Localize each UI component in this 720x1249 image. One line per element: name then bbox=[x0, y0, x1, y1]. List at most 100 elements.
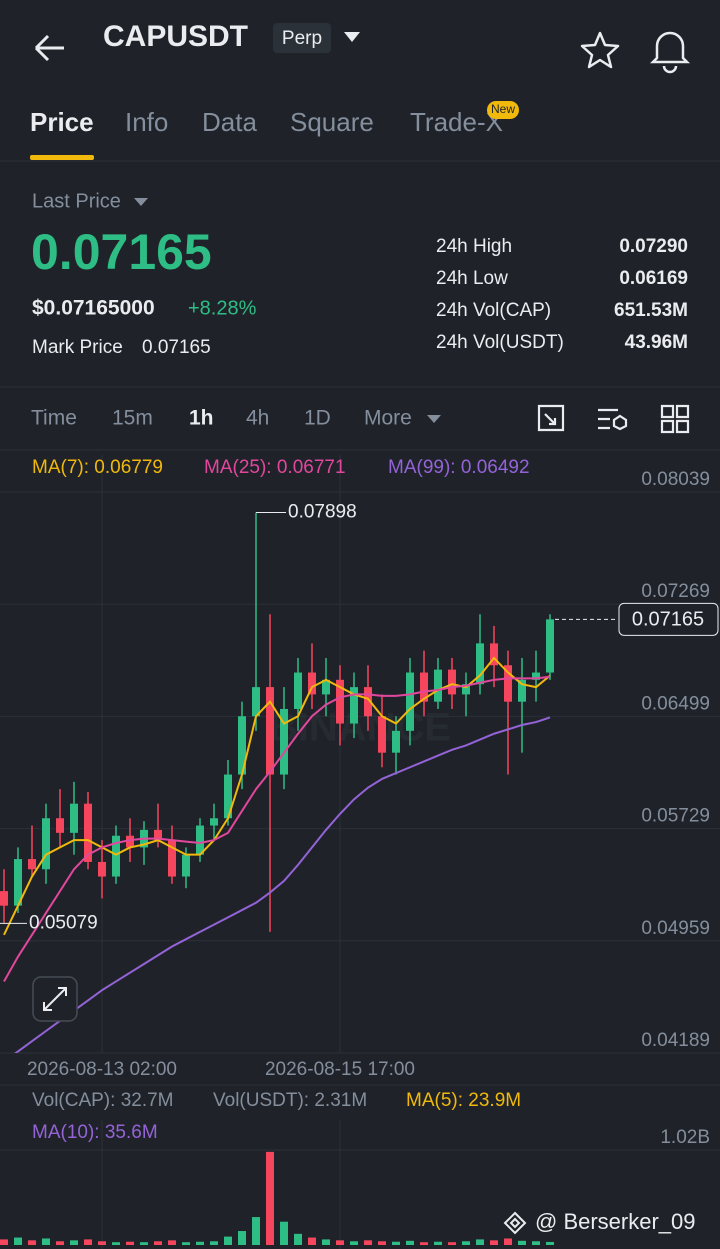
tab[interactable]: Square bbox=[290, 107, 374, 137]
volume-bar bbox=[336, 1240, 344, 1245]
volume-bar bbox=[154, 1241, 162, 1245]
candle-body bbox=[196, 825, 204, 855]
interval[interactable]: More bbox=[364, 407, 412, 430]
interval[interactable]: 15m bbox=[112, 407, 153, 430]
volume-bar bbox=[196, 1241, 204, 1245]
volume-bar bbox=[490, 1240, 498, 1245]
y-tick-label: 0.05729 bbox=[641, 806, 710, 827]
favorite-icon[interactable] bbox=[580, 31, 620, 69]
candle-body bbox=[0, 891, 8, 906]
alert-icon[interactable] bbox=[649, 31, 691, 74]
candle-body bbox=[434, 669, 442, 702]
volume-bar bbox=[42, 1238, 50, 1245]
candle-body bbox=[168, 840, 176, 877]
candle-body bbox=[210, 818, 218, 826]
last-price: 0.07165 bbox=[31, 224, 212, 280]
back-button[interactable] bbox=[34, 34, 64, 62]
interval[interactable]: 4h bbox=[246, 407, 269, 430]
volume-bar bbox=[378, 1241, 386, 1245]
tab[interactable]: Price bbox=[30, 107, 94, 137]
volume-bar bbox=[364, 1240, 372, 1245]
usd-price: $0.07165000 bbox=[32, 297, 155, 320]
stat-value: 0.07290 bbox=[619, 236, 688, 257]
stat-value: 43.96M bbox=[625, 332, 688, 353]
volume-bar bbox=[252, 1217, 260, 1245]
y-tick-label: 0.08039 bbox=[641, 469, 710, 490]
candle-body bbox=[182, 854, 190, 877]
volume-bar bbox=[448, 1242, 456, 1245]
candle-body bbox=[392, 730, 400, 753]
candle-body bbox=[518, 679, 526, 702]
y-tick-label: 0.04959 bbox=[641, 918, 710, 939]
tab[interactable]: Data bbox=[202, 107, 257, 137]
volume-bar bbox=[98, 1241, 106, 1245]
last-price-tag: 0.07165 bbox=[632, 609, 704, 631]
volume-bar bbox=[392, 1241, 400, 1245]
interval[interactable]: 1h bbox=[189, 407, 214, 430]
volume-bar bbox=[518, 1240, 526, 1245]
volume-legend: Vol(USDT): 2.31M bbox=[213, 1090, 367, 1111]
candle-body bbox=[504, 665, 512, 702]
candle-body bbox=[126, 835, 134, 848]
y-tick-label: 0.07269 bbox=[641, 581, 710, 602]
expand-chart-icon[interactable] bbox=[537, 404, 565, 432]
x-tick-label: 2026-08-15 17:00 bbox=[265, 1059, 415, 1080]
volume-bar bbox=[84, 1239, 92, 1245]
volume-bar bbox=[280, 1221, 288, 1245]
candle-body bbox=[280, 708, 288, 775]
volume-bar bbox=[210, 1241, 218, 1245]
volume-bar bbox=[0, 1239, 8, 1245]
y-tick-label: 0.04189 bbox=[641, 1030, 710, 1051]
ma-legend: MA(99): 0.06492 bbox=[388, 457, 530, 478]
interval[interactable]: 1D bbox=[304, 407, 331, 430]
layout-icon[interactable] bbox=[660, 404, 690, 434]
y-tick-label: 1.02B bbox=[660, 1127, 710, 1148]
tab[interactable]: Info bbox=[125, 107, 168, 137]
volume-bar bbox=[462, 1241, 470, 1245]
indicator-icon[interactable] bbox=[598, 408, 628, 431]
candle-body bbox=[420, 672, 428, 702]
y-tick-label: 0.06499 bbox=[641, 693, 710, 714]
volume-bar bbox=[322, 1239, 330, 1245]
volume-bar bbox=[14, 1237, 22, 1245]
stat-value: 0.06169 bbox=[619, 268, 688, 289]
volume-bar bbox=[406, 1240, 414, 1245]
new-badge bbox=[487, 101, 519, 119]
volume-legend: MA(10): 35.6M bbox=[32, 1122, 158, 1143]
high-label: 0.07898 bbox=[288, 502, 357, 523]
candle-body bbox=[154, 829, 162, 841]
more-dropdown[interactable] bbox=[427, 415, 441, 423]
new-badge-text: New bbox=[491, 102, 515, 116]
last-price-label[interactable]: Last Price bbox=[32, 190, 121, 212]
candle-body bbox=[294, 672, 302, 709]
ma-line bbox=[3, 675, 551, 982]
last-price-dropdown[interactable] bbox=[134, 198, 148, 206]
symbol-dropdown[interactable] bbox=[344, 32, 360, 42]
volume-legend: Vol(CAP): 32.7M bbox=[32, 1090, 174, 1111]
mark-price-label: Mark Price bbox=[32, 337, 123, 358]
volume-bar bbox=[140, 1242, 148, 1245]
candle-body bbox=[336, 679, 344, 724]
candle-body bbox=[98, 861, 106, 877]
perp-badge bbox=[273, 23, 331, 53]
perp-label: Perp bbox=[282, 28, 322, 49]
candle-body bbox=[448, 669, 456, 695]
candle-body bbox=[84, 803, 92, 862]
candle-body bbox=[70, 803, 78, 833]
candle-body bbox=[462, 684, 470, 695]
volume-bar bbox=[308, 1237, 316, 1245]
candle-body bbox=[14, 859, 22, 906]
last-price-box bbox=[618, 602, 719, 636]
interval[interactable]: Time bbox=[31, 407, 77, 430]
volume-bar bbox=[350, 1241, 358, 1245]
candle-body bbox=[378, 716, 386, 753]
candle-body bbox=[490, 643, 498, 666]
volume-bar bbox=[294, 1233, 302, 1245]
volume-bar bbox=[546, 1241, 554, 1245]
candle-body bbox=[406, 672, 414, 731]
stat-label: 24h High bbox=[436, 236, 512, 257]
volume-bar bbox=[182, 1242, 190, 1245]
candle-body bbox=[532, 672, 540, 680]
volume-bar bbox=[112, 1242, 120, 1245]
